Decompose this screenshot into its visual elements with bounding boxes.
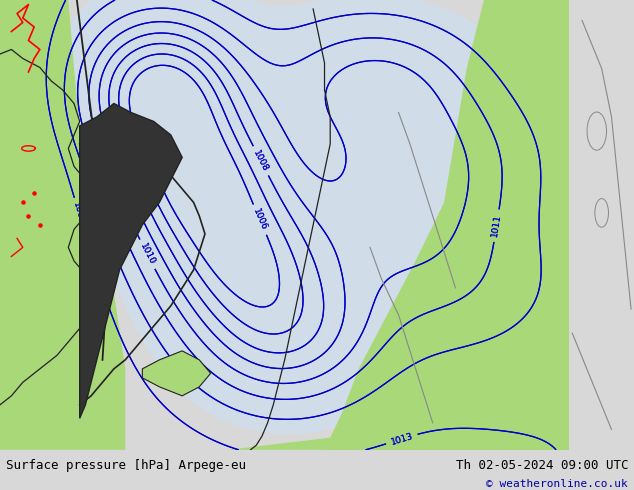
Text: 1009: 1009 xyxy=(108,147,126,172)
Text: 1013: 1013 xyxy=(72,201,87,226)
Text: 1013: 1013 xyxy=(72,201,87,226)
Text: 1011: 1011 xyxy=(490,214,503,238)
Text: 1008: 1008 xyxy=(252,148,270,173)
Text: 1010: 1010 xyxy=(138,242,157,267)
Point xyxy=(35,221,45,229)
Text: 1009: 1009 xyxy=(108,147,126,172)
Point xyxy=(29,190,39,197)
Text: 1006: 1006 xyxy=(251,207,269,232)
Text: © weatheronline.co.uk: © weatheronline.co.uk xyxy=(486,479,628,489)
Polygon shape xyxy=(0,414,569,450)
Text: 1007: 1007 xyxy=(136,164,154,188)
Text: 1012: 1012 xyxy=(81,173,97,197)
Text: 1012: 1012 xyxy=(81,173,97,197)
Polygon shape xyxy=(325,0,569,450)
Point xyxy=(23,212,34,220)
Text: 1013: 1013 xyxy=(389,431,414,446)
Point xyxy=(18,198,28,206)
Text: 1013: 1013 xyxy=(389,431,414,446)
Text: Th 02-05-2024 09:00 UTC (06+27): Th 02-05-2024 09:00 UTC (06+27) xyxy=(456,459,634,471)
Text: 1006: 1006 xyxy=(251,207,269,232)
Polygon shape xyxy=(80,103,182,418)
Text: 1008: 1008 xyxy=(252,148,270,173)
Polygon shape xyxy=(0,0,126,450)
Text: Surface pressure [hPa] Arpege-eu: Surface pressure [hPa] Arpege-eu xyxy=(6,459,247,471)
Text: 1011: 1011 xyxy=(490,214,503,238)
Polygon shape xyxy=(142,351,210,396)
Text: 1010: 1010 xyxy=(138,242,157,267)
Text: 1007: 1007 xyxy=(136,164,154,188)
